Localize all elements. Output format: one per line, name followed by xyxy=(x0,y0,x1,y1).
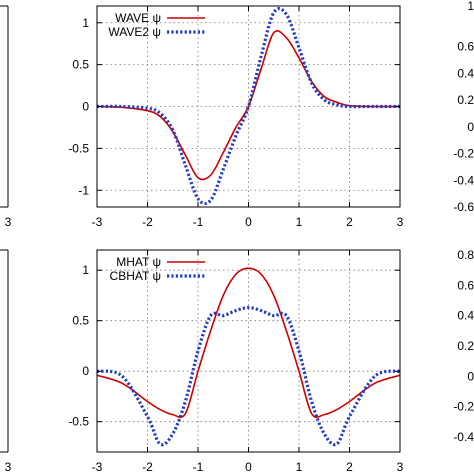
right-top-ytick-label: -0.4 xyxy=(453,173,474,187)
left-partial-panels: 3 3 xyxy=(0,5,12,474)
y-tick-label: 0 xyxy=(82,100,89,114)
x-tick-label: 3 xyxy=(397,215,404,229)
right-partial-panels: 1 0.6 0.4 0.2 0 -0.2 -0.4 -0.6 0.8 0.6 0.4 0.2 0 -0.2… xyxy=(453,0,474,444)
legend-label-2: CBHAT ψ xyxy=(110,269,161,283)
series-line-1 xyxy=(96,30,401,181)
y-tick-label: 0.5 xyxy=(72,314,89,328)
y-tick-label: 1 xyxy=(82,16,89,30)
y-tick-label: -0.5 xyxy=(68,141,89,155)
x-tick-label: 0 xyxy=(245,460,252,474)
right-top-ytick-label: 1 xyxy=(467,0,474,13)
right-top-ytick-label: -0.6 xyxy=(453,200,474,214)
right-top-ytick-label: 0 xyxy=(467,120,474,134)
x-tick-label: 3 xyxy=(397,460,404,474)
x-tick-label: 1 xyxy=(296,460,303,474)
x-tick-label: -2 xyxy=(142,215,153,229)
right-top-ytick-label: 0.2 xyxy=(457,93,474,107)
y-tick-label: 0.5 xyxy=(72,58,89,72)
right-bottom-ytick-label: 0 xyxy=(467,369,474,383)
x-tick-label: 2 xyxy=(346,215,353,229)
right-bottom-ytick-label: 0.2 xyxy=(457,339,474,353)
legend-label-1: MHAT ψ xyxy=(116,255,161,269)
x-tick-label: -2 xyxy=(142,460,153,474)
x-tick-label: -3 xyxy=(92,460,103,474)
legend-label-2: WAVE2 ψ xyxy=(108,25,161,39)
x-tick-label: 2 xyxy=(346,460,353,474)
x-tick-label: 0 xyxy=(245,215,252,229)
right-bottom-ytick-label: 0.8 xyxy=(457,248,474,262)
right-bottom-ytick-label: -0.2 xyxy=(453,400,474,414)
right-top-ytick-label: 0.4 xyxy=(457,66,474,80)
y-tick-label: 0 xyxy=(82,364,89,378)
series-line-2 xyxy=(96,7,400,206)
x-tick-label: -3 xyxy=(92,215,103,229)
y-tick-label: -0.5 xyxy=(68,415,89,429)
left-bottom-xtick-label: 3 xyxy=(5,460,12,474)
legend-label-1: WAVE ψ xyxy=(115,11,161,25)
left-top-xtick-label: 3 xyxy=(5,215,12,229)
series-line-2 xyxy=(96,305,401,447)
x-tick-label: -1 xyxy=(193,215,204,229)
right-top-ytick-label: 0.6 xyxy=(457,40,474,54)
right-bottom-ytick-label: 0.6 xyxy=(457,278,474,292)
right-bottom-ytick-label: 0.4 xyxy=(457,309,474,323)
right-top-ytick-label: -0.2 xyxy=(453,147,474,161)
x-tick-label: -1 xyxy=(193,460,204,474)
y-tick-label: -1 xyxy=(78,183,89,197)
x-tick-label: 1 xyxy=(296,215,303,229)
right-bottom-ytick-label: -0.4 xyxy=(453,430,474,444)
y-tick-label: 1 xyxy=(82,263,89,277)
series-line-1 xyxy=(96,267,401,419)
